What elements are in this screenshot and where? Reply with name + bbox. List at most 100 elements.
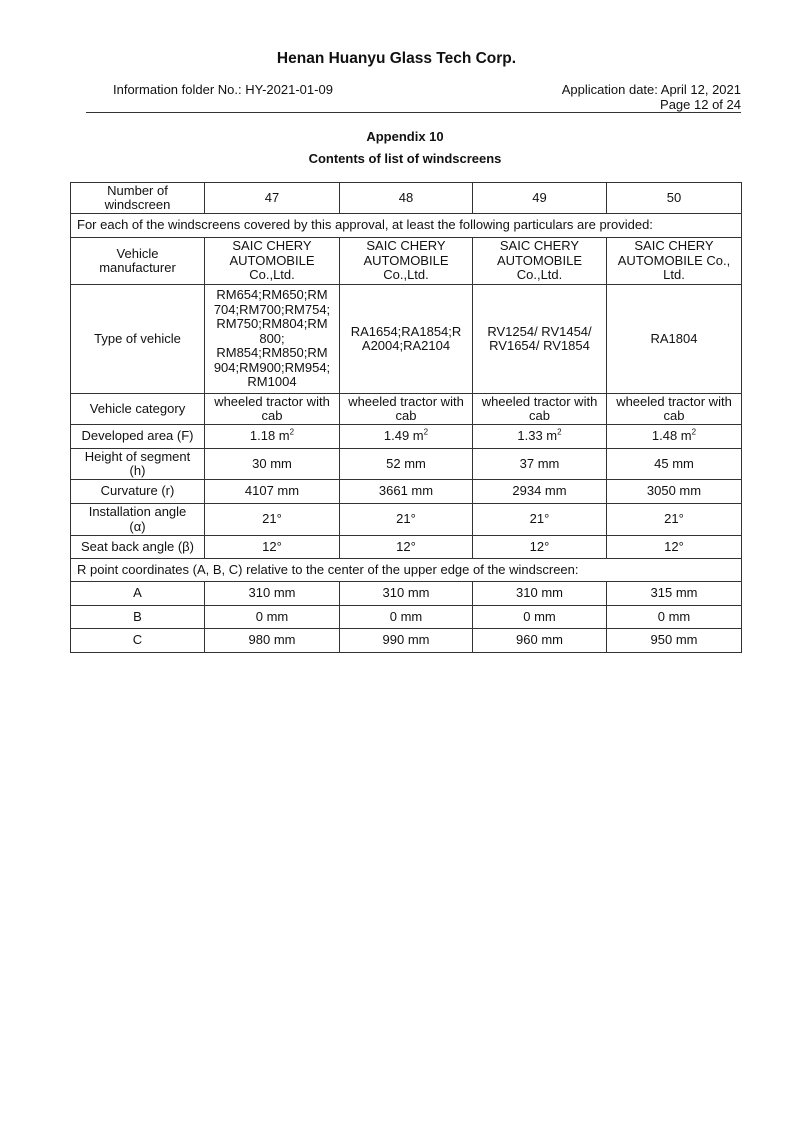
table-cell: 315 mm [606,581,742,606]
table-cell: 4107 mm [204,479,340,504]
table-cell: 21° [472,503,607,536]
cell-value: 12° [262,538,282,554]
document-subtitle: Contents of list of windscreens [308,151,502,166]
cell-value: 960 mm [516,632,563,648]
cell-value: 50 [666,189,682,205]
table-cell: 12° [472,535,607,559]
cell-value: 21° [529,511,550,527]
table-cell: 3661 mm [339,479,473,504]
table-cell: 1.49 m2 [339,424,473,449]
cell-value: 1.48 m [651,428,692,444]
table-cell: 0 mm [204,605,340,629]
table-cell: 1.18 m2 [204,424,340,449]
cell-value: SAIC CHERY AUTOMOBILE Co.,Ltd. [363,238,449,283]
cell-value: 990 mm [382,632,430,648]
cell-value: 30 mm [252,455,292,471]
cell-value: 0 mm [657,608,691,624]
table-cell: 50 [606,182,742,214]
cell-value: SAIC CHERY AUTOMOBILE Co.,Ltd. [229,238,315,283]
cell-value: 49 [532,189,547,205]
table-cell: 980 mm [204,628,340,653]
table-cell: wheeled tractor with cab [339,393,473,425]
row-label: A [70,581,205,606]
table-cell: 310 mm [339,581,473,606]
table-cell: 48 [339,182,473,214]
row-label: Height of segment (h) [70,448,205,480]
cell-value: 21° [262,511,282,527]
table-cell: RA1804 [606,284,742,394]
table-cell: 950 mm [606,628,742,653]
table-cell: wheeled tractor with cab [606,393,742,425]
row-label: Seat back angle (β) [70,535,205,559]
table-cell: SAIC CHERY AUTOMOBILE Co.,Ltd. [339,237,473,285]
row-label: Type of vehicle [70,284,205,394]
cell-value: 52 mm [386,455,426,471]
table-cell: 49 [472,182,607,214]
cell-value: 47 [264,189,280,205]
table-cell: 21° [606,503,742,536]
table-cell: 3050 mm [606,479,742,504]
table-cell: 12° [339,535,473,559]
information-folder-number: Information folder No.: HY-2021-01-09 [113,82,333,97]
superscript: 2 [423,427,429,437]
table-cell: SAIC CHERY AUTOMOBILE Co., Ltd. [606,237,742,285]
cell-value: wheeled tractor with cab [481,393,598,423]
row-label: Developed area (F) [70,424,205,449]
table-cell: 1.48 m2 [606,424,742,449]
table-cell: SAIC CHERY AUTOMOBILE Co.,Ltd. [472,237,607,285]
table-cell: RA1654;RA1854;R A2004;RA2104 [339,284,473,394]
company-name: Henan Huanyu Glass Tech Corp. [276,50,517,67]
row-label: C [70,628,205,653]
superscript: 2 [289,427,295,437]
cell-value: 310 mm [248,585,296,601]
table-cell: 0 mm [606,605,742,629]
table-cell: 12° [606,535,742,559]
table-cell: 310 mm [204,581,340,606]
r-point-row: B 0 mm 0 mm 0 mm 0 mm [70,605,742,629]
appendix-title: Appendix 10 [366,129,444,144]
cell-value: 4107 mm [244,483,300,499]
table-cell: SAIC CHERY AUTOMOBILE Co.,Ltd. [204,237,340,285]
cell-value: 2934 mm [512,483,567,499]
table-cell: 960 mm [472,628,607,653]
table-cell: 310 mm [472,581,607,606]
table-row: Developed area (F) 1.18 m2 1.49 m2 1.33 m2 1… [70,424,742,449]
cell-value: wheeled tractor with cab [348,393,464,423]
section-note: R point coordinates (A, B, C) relative t… [70,558,742,582]
header-divider [86,112,741,113]
row-label: Installation angle (α) [70,503,205,536]
cell-value: 12° [529,538,550,554]
cell-value: wheeled tractor with cab [616,393,732,423]
table-row: Seat back angle (β) 12° 12° 12° 12° [70,535,742,559]
row-label: B [70,605,205,629]
row-label: Number of windscreen [70,182,205,214]
cell-value: 0 mm [523,608,556,624]
table-row: Vehicle category wheeled tractor with cab… [70,393,742,425]
cell-value: 310 mm [516,585,563,601]
table-cell: wheeled tractor with cab [204,393,340,425]
table-cell: wheeled tractor with cab [472,393,607,425]
cell-value: 950 mm [650,632,698,648]
table-cell: RV1254/ RV1454/ RV1654/ RV1854 [472,284,607,394]
cell-value: wheeled tractor with cab [214,393,330,423]
page-number: Page 12 of 24 [660,97,741,112]
table-cell: 12° [204,535,340,559]
table-row: Vehicle manufacturer SAIC CHERY AUTOMOBIL… [70,237,742,285]
cell-value: 0 mm [255,608,289,624]
cell-value: 0 mm [389,608,423,624]
cell-value: 310 mm [382,585,430,601]
table-cell: 37 mm [472,448,607,480]
windscreens-table: Number of windscreen 47 48 49 50 For each of … [70,182,742,653]
cell-value: 12° [664,538,684,554]
cell-value: 48 [398,189,414,205]
table-cell: 30 mm [204,448,340,480]
cell-value: 3050 mm [646,483,702,499]
r-point-row: C 980 mm 990 mm 960 mm 950 mm [70,628,742,653]
cell-value: RM654;RM650;RM 704;RM700;RM754; RM750;RM… [213,287,331,390]
table-cell: 2934 mm [472,479,607,504]
cell-value: 3661 mm [378,483,434,499]
cell-value: 1.18 m [249,428,290,444]
cell-value: 45 mm [654,455,694,471]
r-point-row: A 310 mm 310 mm 310 mm 315 mm [70,581,742,606]
table-cell: 990 mm [339,628,473,653]
